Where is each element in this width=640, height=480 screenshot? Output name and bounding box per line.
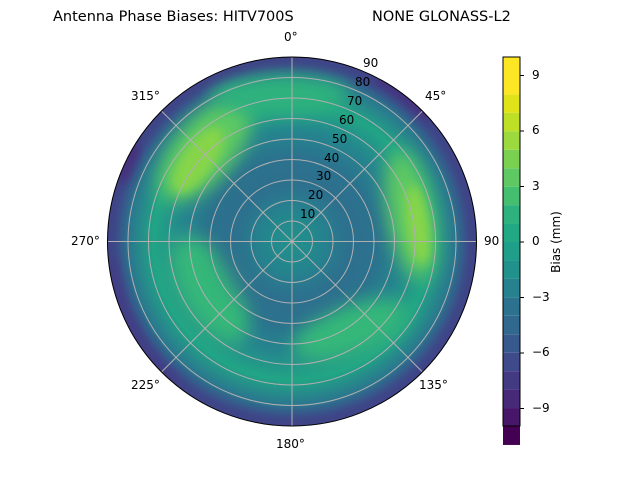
colorbar-tick-neg3: −3 (532, 290, 550, 304)
colorbar-label: Bias (mm) (549, 211, 563, 273)
angle-label-225: 225° (131, 378, 160, 392)
angle-label-315: 315° (131, 89, 160, 103)
colorbar-tick-9: 9 (532, 68, 540, 82)
radial-label-80: 80 (355, 75, 371, 89)
radial-label-50: 50 (332, 132, 348, 146)
radial-label-90: 90 (363, 56, 379, 70)
colorbar-tick-neg6: −6 (532, 345, 550, 359)
angle-label-270: 270° (71, 234, 100, 248)
radial-label-30: 30 (316, 169, 332, 183)
angle-label-90: 90 (484, 234, 500, 248)
angle-label-0: 0° (284, 30, 298, 44)
chart-title-right: NONE GLONASS-L2 (372, 9, 511, 25)
angle-label-45: 45° (425, 89, 447, 103)
radial-label-20: 20 (308, 188, 324, 202)
radial-label-10: 10 (300, 207, 316, 221)
chart-title-left: Antenna Phase Biases: HITV700S (53, 9, 294, 25)
polar-grid (107, 57, 477, 426)
colorbar-tick-0: 0 (532, 234, 540, 248)
colorbar-tick-neg9: −9 (532, 401, 550, 415)
radial-label-40: 40 (324, 151, 340, 165)
angle-label-135: 135° (419, 378, 448, 392)
colorbar-tick-6: 6 (532, 123, 540, 137)
radial-label-60: 60 (339, 113, 355, 127)
angle-label-180: 180° (276, 437, 305, 451)
radial-label-70: 70 (347, 94, 363, 108)
colorbar-tick-3: 3 (532, 179, 540, 193)
colorbar (502, 56, 524, 445)
